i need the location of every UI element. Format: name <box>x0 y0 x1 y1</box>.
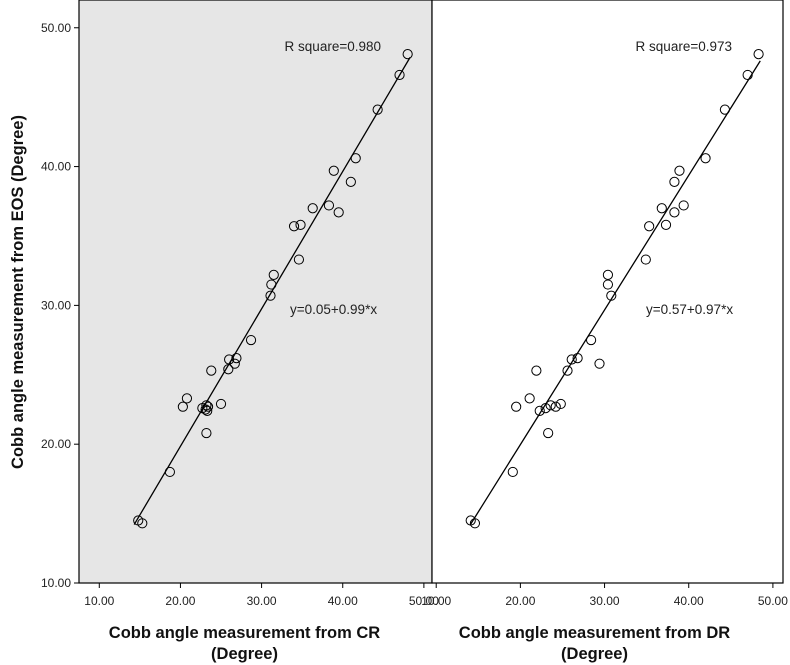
x-tick-label: 50.00 <box>758 594 788 608</box>
data-point <box>265 290 276 301</box>
data-point <box>293 254 305 265</box>
data-point <box>394 69 405 81</box>
data-point <box>201 427 212 439</box>
equation-label: y=0.05+0.99*x <box>290 302 377 317</box>
r-square-label: R square=0.973 <box>636 39 732 54</box>
data-point <box>566 354 577 365</box>
plot-frame <box>431 0 784 584</box>
x-tick-label: 20.00 <box>165 594 195 608</box>
data-point <box>307 203 318 214</box>
data-point <box>606 290 617 301</box>
data-point <box>137 518 148 529</box>
x-tick-label: 40.00 <box>674 594 704 608</box>
data-point <box>585 334 597 346</box>
y-axis: 10.00 20.00 30.00 40.00 50.00 <box>41 21 79 590</box>
data-point <box>345 176 356 187</box>
data-point <box>511 401 522 412</box>
data-point <box>231 353 242 364</box>
data-point <box>266 279 277 290</box>
y-tick-label: 10.00 <box>41 576 71 590</box>
y-axis-title: Cobb angle measurement from EOS (Degree) <box>9 115 27 469</box>
data-point <box>469 518 481 529</box>
data-point <box>660 219 672 230</box>
data-point <box>333 207 344 218</box>
data-point <box>572 353 583 364</box>
data-point <box>543 427 554 439</box>
data-point <box>602 279 614 290</box>
equation-label: y=0.57+0.97*x <box>646 302 733 317</box>
data-point <box>562 365 573 376</box>
data-point <box>555 398 566 410</box>
data-point <box>328 165 339 176</box>
data-point <box>245 334 257 346</box>
data-point <box>288 221 300 232</box>
data-point <box>202 401 214 412</box>
y-tick-label: 50.00 <box>41 21 71 35</box>
data-point <box>742 69 753 81</box>
data-point <box>202 405 213 416</box>
data-point <box>531 365 542 376</box>
data-point <box>534 405 545 416</box>
data-point <box>640 254 651 265</box>
plot-background <box>432 0 783 583</box>
data-point <box>164 466 175 478</box>
data-point <box>268 269 279 280</box>
x-axis-title-line1: Cobb angle measurement from DR <box>459 624 730 642</box>
data-point <box>200 404 211 415</box>
data-point <box>215 398 227 410</box>
r-square-label: R square=0.980 <box>285 39 381 54</box>
data-point <box>644 221 655 232</box>
plot-background <box>79 0 432 583</box>
data-point <box>656 203 667 214</box>
x-axis-title-line2: (Degree) <box>211 645 278 663</box>
data-point <box>669 207 680 218</box>
data-point <box>323 200 335 211</box>
data-point <box>700 153 711 164</box>
y-tick-label: 40.00 <box>41 160 71 174</box>
x-tick-label: 40.00 <box>328 594 358 608</box>
y-tick-label: 20.00 <box>41 437 71 451</box>
x-axis-title-line1: Cobb angle measurement from CR <box>109 624 380 642</box>
data-point <box>372 104 383 115</box>
data-point <box>669 176 680 187</box>
y-tick-label: 30.00 <box>41 298 71 312</box>
data-point <box>678 200 689 211</box>
data-point <box>206 365 217 376</box>
data-point <box>402 49 413 60</box>
data-point <box>223 364 234 375</box>
x-tick-label: 10.00 <box>84 594 114 608</box>
data-point <box>550 401 561 412</box>
x-tick-label: 30.00 <box>247 594 277 608</box>
data-point <box>201 400 212 411</box>
x-tick-label: 10.00 <box>421 594 451 608</box>
x-tick-label: 30.00 <box>590 594 620 608</box>
data-point <box>181 393 193 404</box>
data-point <box>719 104 731 115</box>
data-point <box>295 219 306 230</box>
x-tick-label: 20.00 <box>505 594 535 608</box>
data-point <box>540 403 551 414</box>
data-point <box>674 165 685 176</box>
data-point <box>177 401 188 412</box>
data-point <box>507 466 518 478</box>
x-axis-title-line2: (Degree) <box>561 645 628 663</box>
data-point <box>545 400 556 411</box>
panel-2: 10.00 20.00 30.00 40.00 50.00 Cobb angle meas… <box>421 0 788 663</box>
x-tick-label: 50.00 <box>409 594 439 608</box>
data-point <box>602 269 614 280</box>
panels: 10.00 20.00 30.00 40.00 50.00 Cobb angle meas… <box>78 0 788 663</box>
data-point <box>229 358 240 369</box>
panel-1: 10.00 20.00 30.00 40.00 50.00 Cobb angle meas… <box>78 0 439 663</box>
data-point <box>594 358 605 369</box>
data-point <box>524 393 535 404</box>
data-point <box>350 153 361 164</box>
data-point <box>753 49 764 60</box>
